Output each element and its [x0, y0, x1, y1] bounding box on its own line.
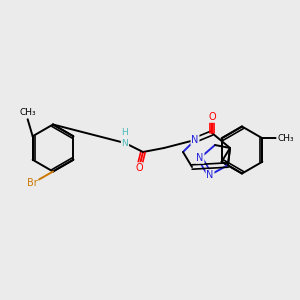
Text: H
N: H N — [122, 128, 128, 148]
Text: N: N — [196, 153, 204, 163]
Text: CH₃: CH₃ — [277, 134, 294, 143]
Text: N: N — [191, 135, 199, 145]
Text: O: O — [135, 163, 143, 173]
Text: Br: Br — [27, 178, 38, 188]
Text: N: N — [206, 170, 214, 180]
Text: CH₃: CH₃ — [19, 108, 36, 117]
Text: O: O — [208, 112, 216, 122]
